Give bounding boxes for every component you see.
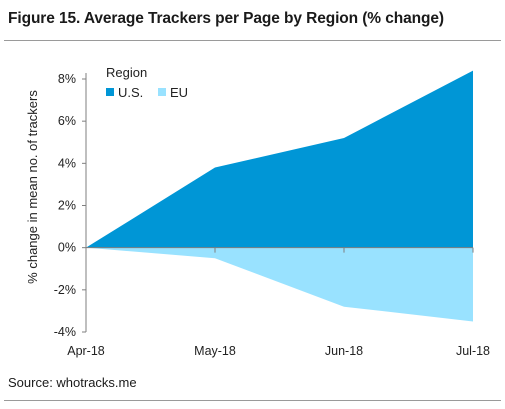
x-tick-label-3: Jul-18: [456, 344, 490, 358]
y-axis-title: % change in mean no. of trackers: [25, 90, 40, 284]
legend-swatch-u-s: [106, 88, 114, 96]
legend-label-u-s: U.S.: [118, 85, 143, 100]
y-tick-label-3: 2%: [58, 199, 76, 213]
bottom-divider: [4, 400, 501, 401]
y-tick-label-5: 6%: [58, 114, 76, 128]
legend-title: Region: [106, 65, 147, 80]
top-divider: [4, 40, 501, 41]
area-series-u-s: [86, 70, 473, 248]
y-tick-label-1: -2%: [54, 283, 76, 297]
figure-title: Figure 15. Average Trackers per Page by …: [8, 10, 444, 27]
x-tick-label-0: Apr-18: [67, 344, 105, 358]
x-tick-label-2: Jun-18: [325, 344, 363, 358]
y-tick-label-2: 0%: [58, 241, 76, 255]
area-series-eu: [86, 247, 473, 322]
legend-swatch-eu: [158, 88, 166, 96]
y-tick-label-0: -4%: [54, 325, 76, 339]
y-tick-label-4: 4%: [58, 156, 76, 170]
axes-group: -4% -2% 0% 2% 4% 6% 8% Apr-18 May-18 Jun-18 Jul-18: [54, 72, 490, 358]
area-series-group: [85, 70, 474, 322]
legend: Region U.S. EU: [106, 65, 188, 100]
y-tick-label-6: 8%: [58, 72, 76, 86]
legend-label-eu: EU: [170, 85, 188, 100]
x-tick-label-1: May-18: [194, 344, 236, 358]
source-note: Source: whotracks.me: [8, 375, 137, 390]
